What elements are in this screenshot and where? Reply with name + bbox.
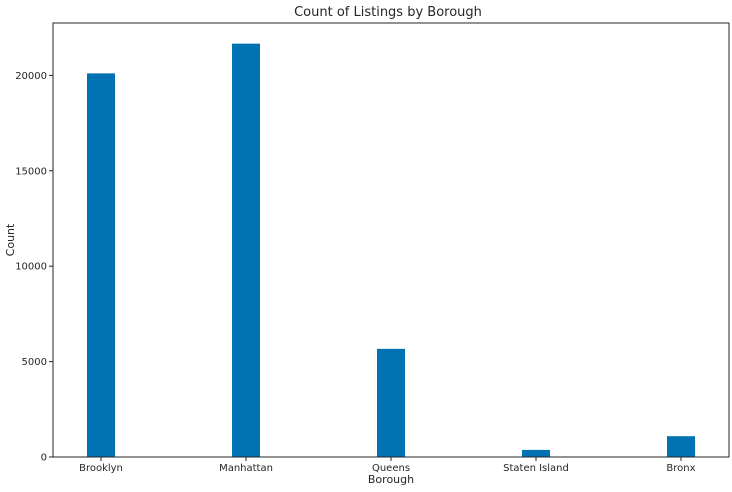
y-tick-label: 0 <box>41 453 47 464</box>
y-tick-label: 20000 <box>15 71 47 82</box>
x-tick-label: Brooklyn <box>79 463 123 474</box>
x-tick-label: Staten Island <box>503 463 569 474</box>
x-axis-ticks: Brooklyn Manhattan Queens Staten Island Bron… <box>79 457 696 474</box>
bars-group <box>87 43 695 457</box>
bar-manhattan <box>232 43 260 457</box>
x-tick-label: Queens <box>372 463 410 474</box>
bar-bronx <box>667 436 695 457</box>
plot-frame <box>52 22 730 458</box>
y-axis-ticks: 0 5000 10000 15000 20000 <box>15 71 53 464</box>
y-axis-label: Count <box>4 223 17 256</box>
bar-queens <box>377 348 405 457</box>
y-tick-label: 10000 <box>15 262 47 273</box>
chart-title: Count of Listings by Borough <box>294 5 482 20</box>
y-tick-label: 5000 <box>22 357 47 368</box>
x-tick-label: Bronx <box>666 463 695 474</box>
x-tick-label: Manhattan <box>219 463 273 474</box>
bar-brooklyn <box>87 73 115 457</box>
bar-staten-island <box>522 449 550 457</box>
x-axis-label: Borough <box>368 473 414 486</box>
y-tick-label: 15000 <box>15 166 47 177</box>
